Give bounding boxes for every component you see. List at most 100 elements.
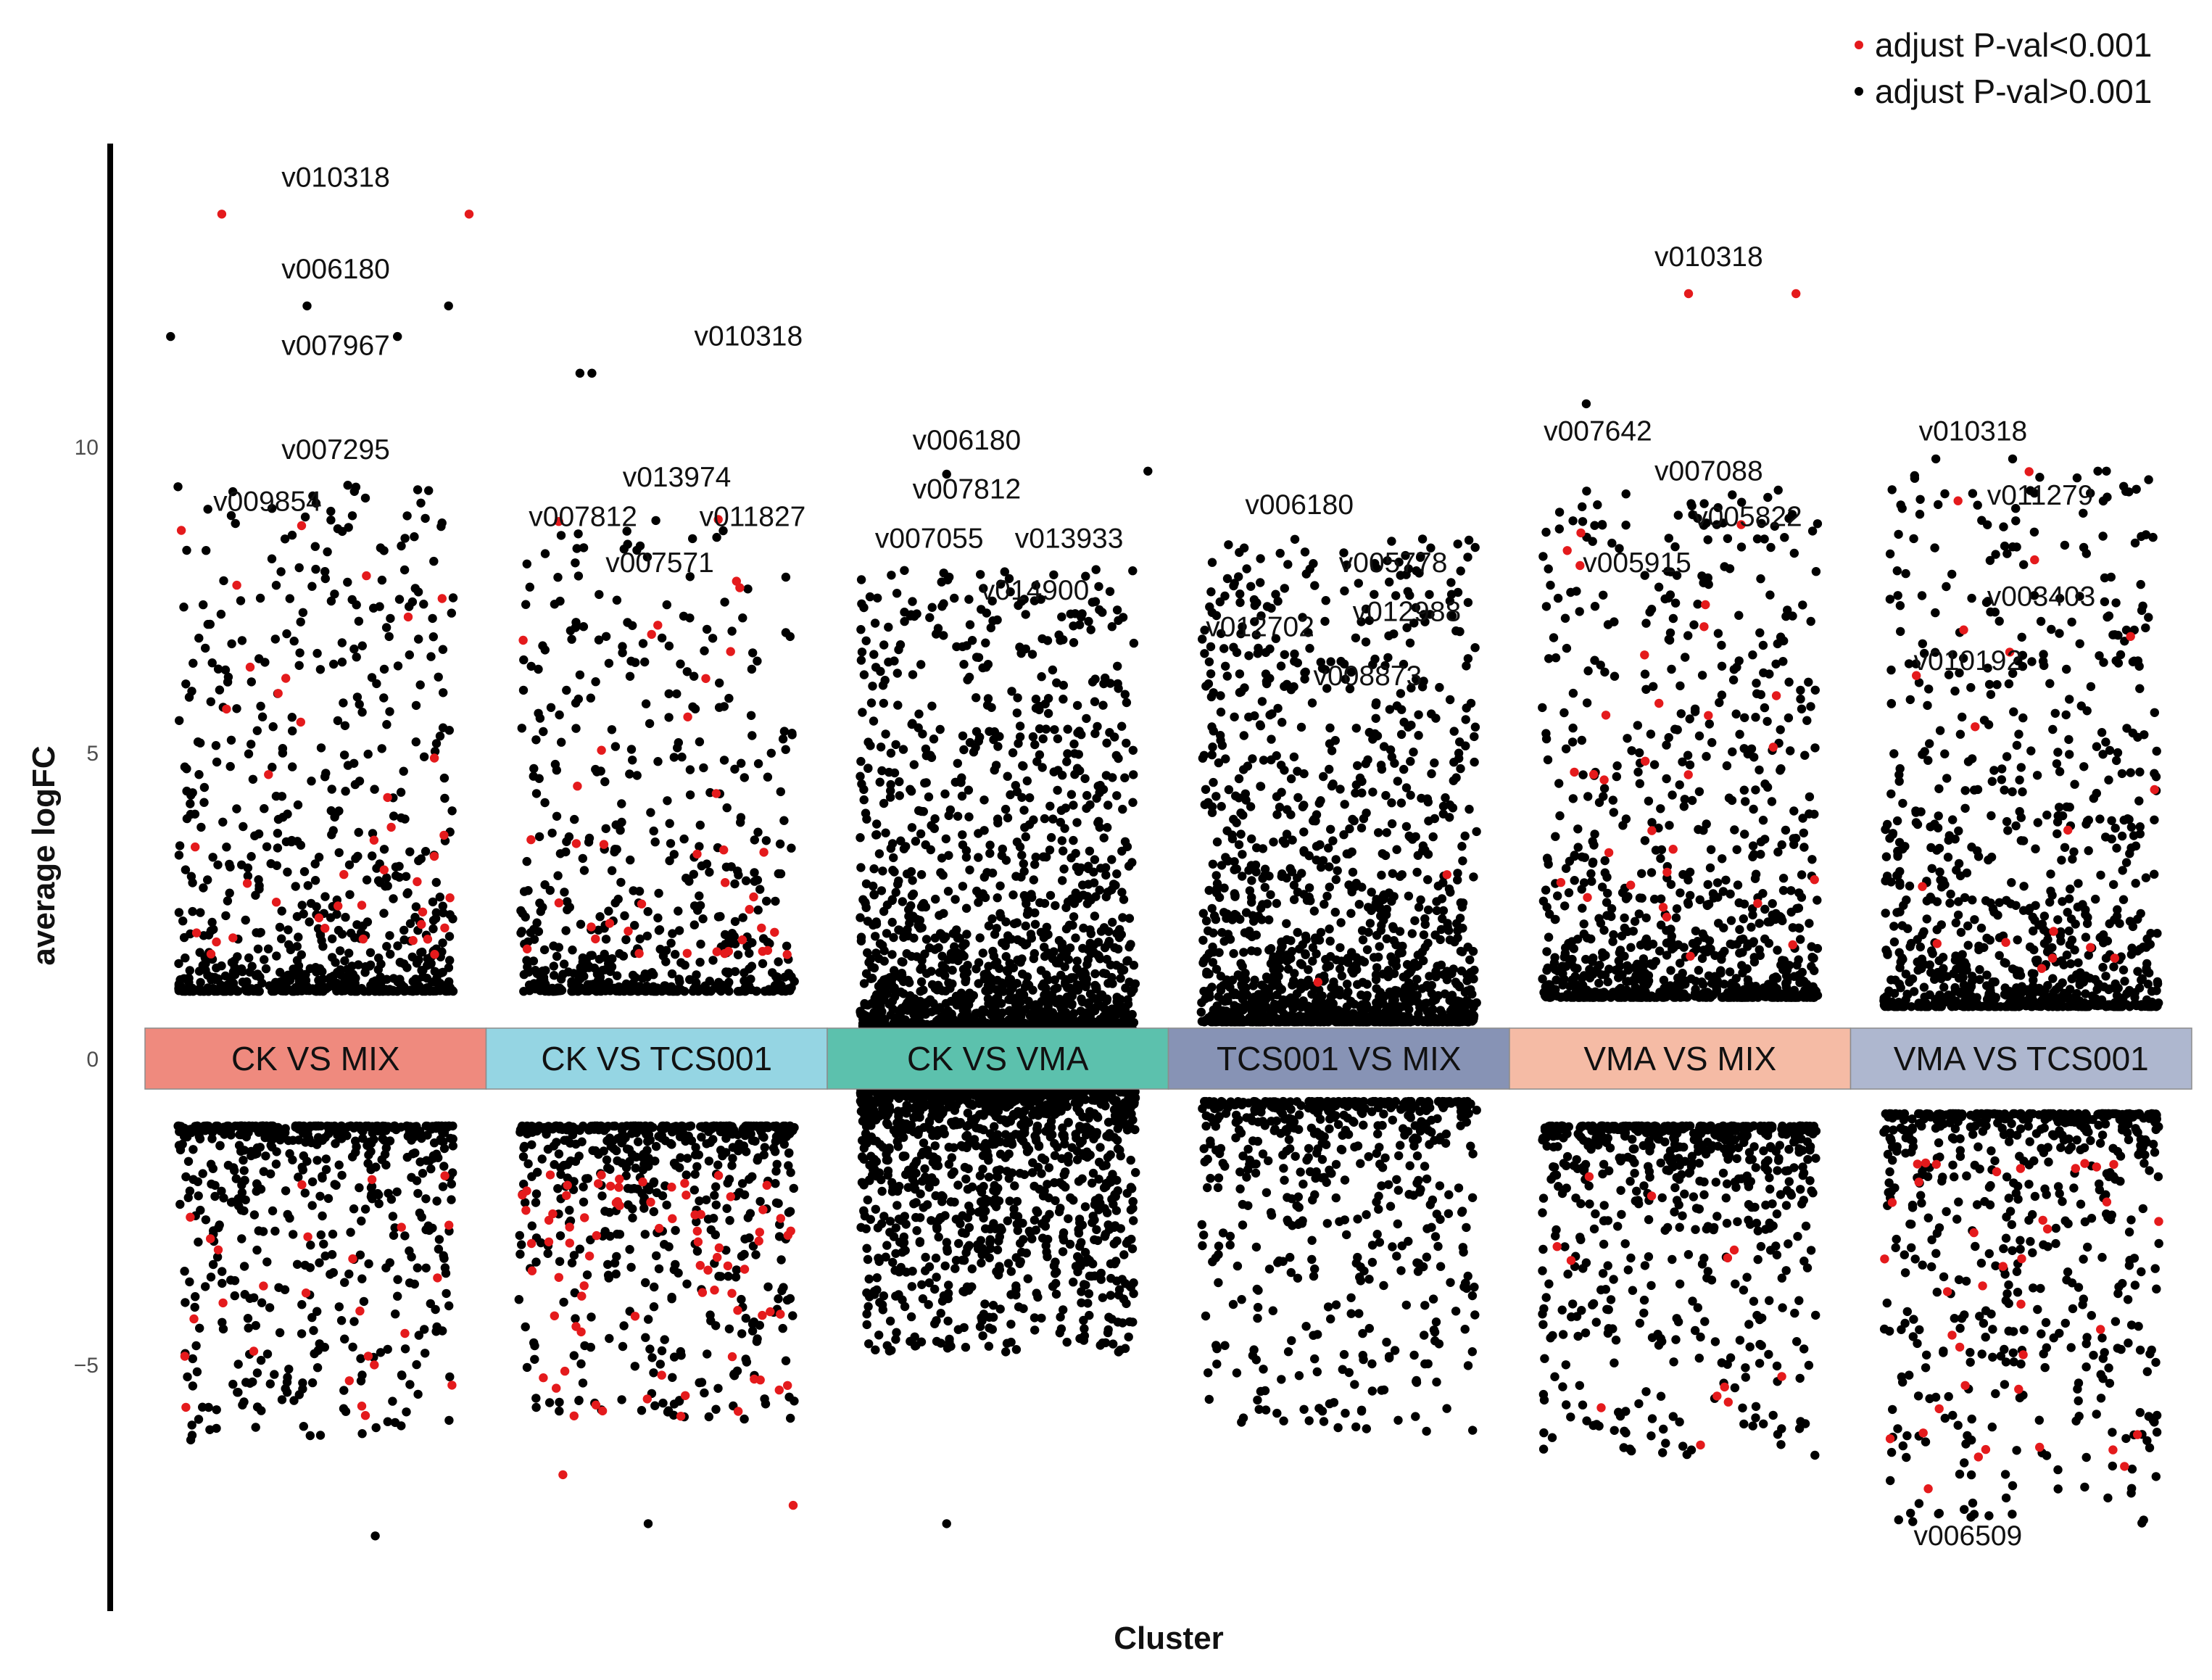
data-point <box>660 981 670 990</box>
data-point <box>685 572 695 582</box>
data-point <box>576 919 586 929</box>
data-point <box>863 764 873 774</box>
data-point <box>556 985 566 996</box>
data-point <box>694 1150 703 1160</box>
data-point <box>418 972 428 982</box>
data-point <box>746 1129 755 1139</box>
data-point <box>1113 1001 1123 1010</box>
data-point <box>734 1188 745 1197</box>
data-point <box>257 712 268 721</box>
significant-point <box>690 1210 700 1220</box>
data-point <box>244 953 254 963</box>
data-point <box>595 589 604 600</box>
data-point <box>691 980 701 989</box>
data-point <box>233 1195 244 1205</box>
data-point <box>856 833 865 843</box>
data-point <box>283 1373 292 1382</box>
data-point <box>363 749 373 759</box>
data-point <box>300 1188 310 1198</box>
data-point <box>921 778 931 787</box>
data-point <box>929 735 939 744</box>
data-point <box>868 973 877 983</box>
data-point <box>642 931 652 941</box>
significant-point <box>693 1237 703 1246</box>
significant-point <box>646 1197 655 1207</box>
data-point <box>708 634 718 643</box>
data-point <box>252 1245 262 1255</box>
data-point <box>639 1204 649 1213</box>
data-point <box>933 624 943 633</box>
data-point <box>965 620 975 629</box>
data-point <box>787 729 797 738</box>
data-point <box>410 912 420 922</box>
data-point <box>1071 848 1080 858</box>
data-point <box>1124 861 1134 871</box>
data-point <box>1123 956 1132 966</box>
data-point <box>1088 677 1098 687</box>
significant-point <box>638 1177 647 1187</box>
data-point <box>1082 790 1092 800</box>
data-point <box>987 703 996 712</box>
significant-point <box>605 919 615 928</box>
data-point <box>1126 1155 1135 1165</box>
significant-point <box>444 1220 454 1230</box>
data-point <box>448 986 458 996</box>
data-point <box>916 964 925 975</box>
data-point <box>529 764 539 774</box>
data-point <box>191 1341 201 1351</box>
data-point <box>226 1130 236 1140</box>
data-point <box>352 653 361 662</box>
data-point <box>726 862 736 872</box>
data-point <box>1059 864 1069 874</box>
significant-point <box>554 898 564 908</box>
data-point <box>285 594 294 603</box>
data-point <box>207 917 217 927</box>
data-point <box>692 1162 702 1172</box>
data-point <box>753 759 763 769</box>
data-point <box>553 871 563 880</box>
data-point <box>448 914 457 924</box>
data-point <box>339 698 348 708</box>
data-point <box>1016 997 1025 1007</box>
significant-point <box>518 1190 527 1200</box>
data-point <box>1001 941 1010 951</box>
data-point <box>1101 870 1111 880</box>
data-point <box>577 1137 587 1146</box>
data-point <box>330 1121 339 1131</box>
significant-point <box>408 935 418 945</box>
data-point <box>950 942 959 951</box>
data-point <box>906 951 916 961</box>
data-point <box>884 657 893 667</box>
data-point <box>375 602 384 611</box>
data-point <box>900 616 909 626</box>
data-point <box>1076 1006 1085 1016</box>
significant-point <box>770 927 779 938</box>
data-point <box>179 932 189 943</box>
data-point <box>775 839 785 849</box>
data-point <box>1110 1013 1119 1022</box>
data-point <box>647 968 657 977</box>
data-point <box>878 1017 887 1027</box>
data-point <box>413 485 423 495</box>
data-point <box>782 1295 792 1305</box>
data-point <box>700 646 709 655</box>
data-point <box>360 493 370 503</box>
data-point <box>965 988 974 998</box>
data-point <box>662 600 671 610</box>
significant-point <box>701 674 711 683</box>
data-point <box>1029 875 1039 885</box>
data-point <box>645 1185 654 1195</box>
data-point <box>927 753 937 763</box>
data-point <box>345 890 355 900</box>
data-point <box>363 1122 373 1132</box>
significant-point <box>723 1261 733 1271</box>
data-point <box>243 1314 253 1323</box>
data-point <box>1011 872 1021 881</box>
significant-point <box>358 934 368 944</box>
data-point <box>248 774 258 785</box>
data-point <box>543 1249 552 1259</box>
data-point <box>334 848 344 858</box>
data-point <box>438 901 447 911</box>
data-point <box>431 1304 440 1315</box>
significant-point <box>369 835 379 845</box>
